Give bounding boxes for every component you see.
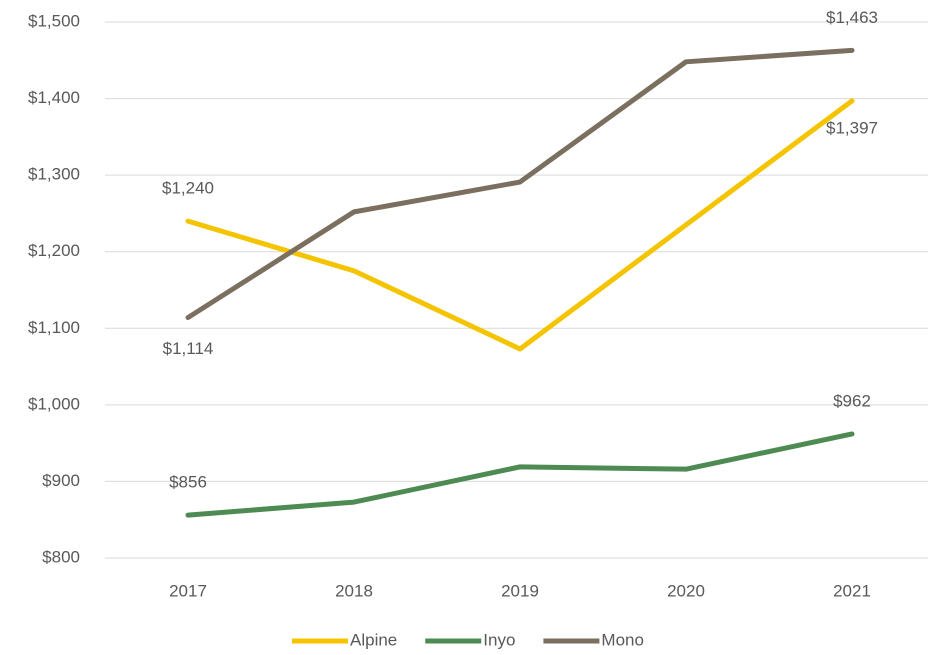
legend-label: Inyo [483, 630, 515, 649]
data-label: $962 [833, 391, 871, 410]
x-tick-label: 2019 [501, 581, 539, 600]
series-line [185, 98, 855, 352]
series-line [185, 431, 855, 518]
y-tick-label: $800 [42, 547, 80, 566]
y-tick-label: $1,100 [28, 318, 80, 337]
y-tick-label: $1,300 [28, 165, 80, 184]
series-line [185, 47, 855, 321]
data-label: $1,463 [826, 8, 878, 27]
y-tick-label: $1,200 [28, 241, 80, 260]
data-label: $856 [169, 473, 207, 492]
x-tick-label: 2021 [833, 581, 871, 600]
y-tick-label: $900 [42, 471, 80, 490]
x-tick-label: 2018 [335, 581, 373, 600]
data-label: $1,114 [163, 339, 214, 358]
data-label: $1,397 [826, 118, 878, 137]
legend-label: Alpine [350, 630, 397, 649]
legend-label: Mono [601, 630, 644, 649]
y-tick-label: $1,500 [28, 11, 80, 30]
x-tick-label: 2017 [169, 581, 207, 600]
y-tick-label: $1,400 [28, 88, 80, 107]
data-label: $1,240 [162, 179, 214, 198]
x-tick-label: 2020 [667, 581, 705, 600]
y-tick-label: $1,000 [28, 394, 80, 413]
